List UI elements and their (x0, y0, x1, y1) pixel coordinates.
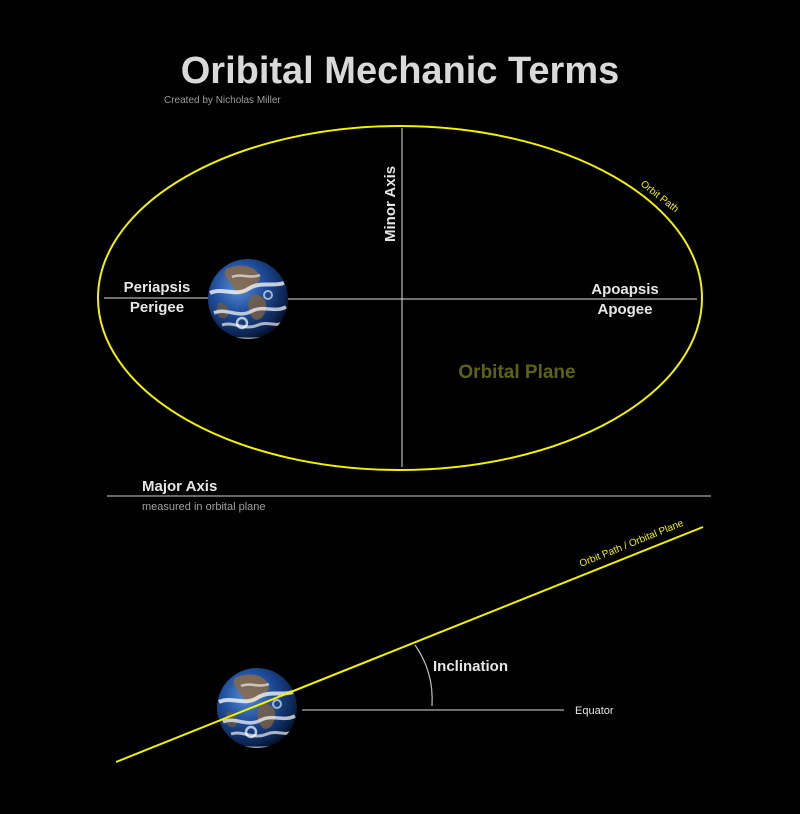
minor-axis-label: Minor Axis (382, 166, 399, 242)
orbital-plane-label: Orbital Plane (458, 362, 575, 383)
apogee-label: Apogee (597, 301, 652, 318)
inclination-label: Inclination (433, 658, 508, 675)
equator-label: Equator (575, 705, 614, 717)
orbit-plane-line (115, 526, 704, 763)
major-axis-label: Major Axis (142, 478, 217, 495)
orbit-diagram: Orbit Path Minor Axis Periapsis Perigee … (97, 125, 703, 471)
apoapsis-label: Apoapsis (591, 281, 659, 298)
orbit-plane-label: Orbit Path / Orbital Plane (578, 518, 686, 570)
inclination-diagram: Orbit Path / Orbital Plane Inclination E… (115, 518, 704, 763)
orbit-ellipse (97, 125, 703, 471)
major-axis-note: measured in orbital plane (142, 501, 266, 513)
credit-text: Created by Nicholas Miller (164, 95, 281, 106)
earth-icon (217, 668, 297, 748)
inclination-arc (414, 644, 433, 707)
perigee-label: Perigee (130, 299, 184, 316)
earth-icon (208, 259, 288, 339)
periapsis-label: Periapsis (124, 279, 191, 296)
page-title: Oribital Mechanic Terms (181, 50, 620, 92)
major-axis-measure: Major Axis measured in orbital plane (107, 478, 711, 513)
